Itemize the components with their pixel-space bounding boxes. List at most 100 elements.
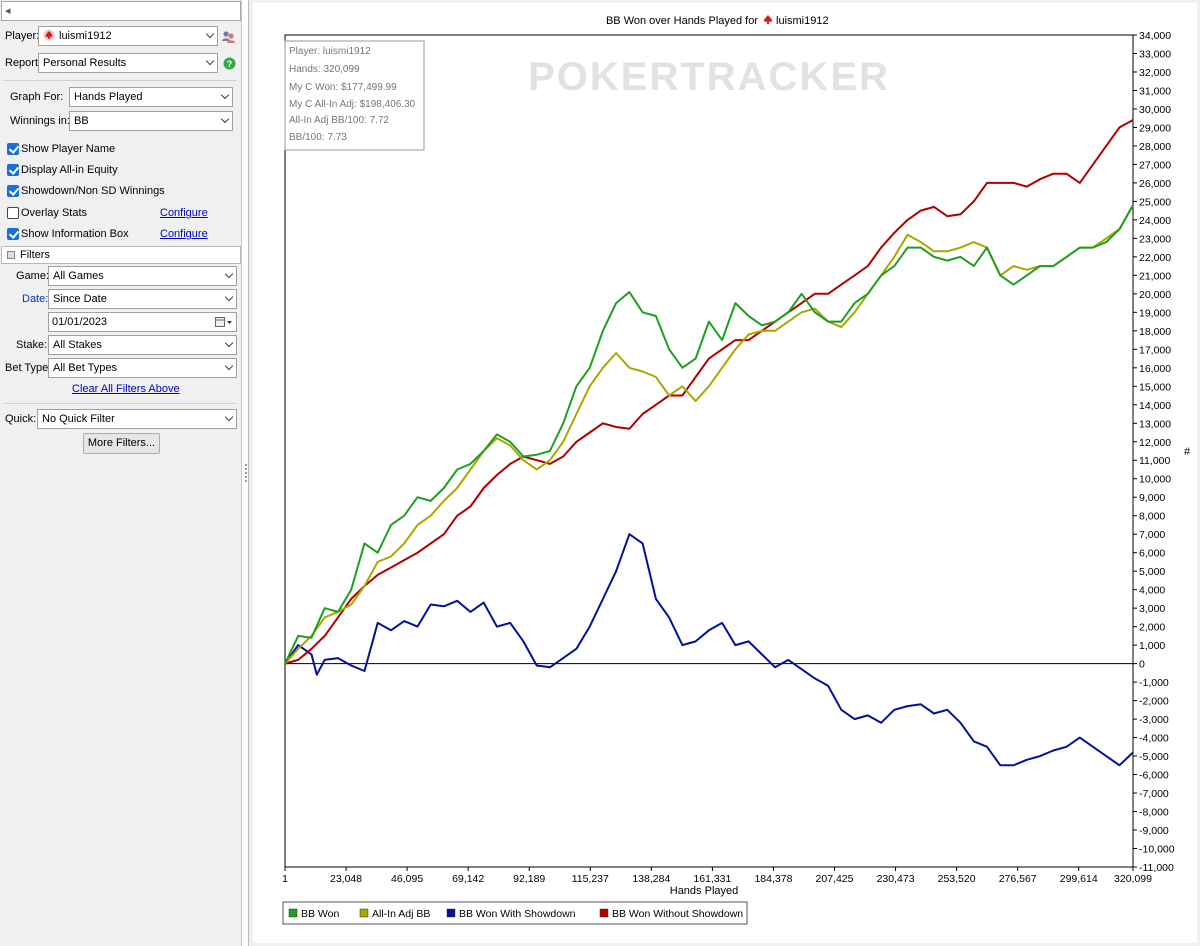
y-tick-label: 28,000 [1139, 141, 1171, 153]
series-line-bb-won [284, 204, 1134, 665]
x-tick-label: 23,048 [330, 873, 362, 885]
y-tick-label: -7,000 [1139, 788, 1169, 800]
bet-type-value: All Bet Types [53, 362, 117, 374]
player-select[interactable]: luismi1912 [38, 26, 218, 46]
y-tick-label: 11,000 [1139, 455, 1170, 467]
y-tick-label: 6,000 [1139, 548, 1165, 560]
information-box: Player: luismi1912 Hands: 320,099 My C W… [284, 40, 425, 151]
y-tick-label: -9,000 [1139, 825, 1169, 837]
y-tick-label: 31,000 [1139, 85, 1171, 97]
report-select[interactable]: Personal Results [38, 53, 218, 73]
x-axis: 1 23,048 46,095 69,142 92,189 115,237 138,284 1… [282, 867, 1152, 885]
stake-select[interactable]: All Stakes [48, 335, 237, 355]
y-tick-label: 8,000 [1139, 511, 1165, 523]
top-search-input[interactable]: ◂ [1, 1, 241, 21]
chart-area [253, 3, 1197, 943]
y-tick-label: 10,000 [1139, 474, 1171, 486]
more-filters-button[interactable]: More Filters... [83, 433, 160, 454]
settings-panel: ◂ Player: luismi1912 Report: Personal Re… [0, 0, 242, 946]
y-tick-label: 18,000 [1139, 326, 1171, 338]
y-tick-label: -5,000 [1139, 751, 1169, 763]
y-tick-label: -10,000 [1139, 844, 1175, 856]
chart-panel: BB Won over Hands Played for luismi1912 … [248, 0, 1200, 946]
y-tick-label: 0 [1139, 659, 1145, 671]
showdown-winnings-checkbox[interactable] [7, 185, 19, 197]
spade-icon [764, 15, 773, 24]
configure-overlay-link[interactable]: Configure [160, 207, 208, 219]
bet-type-label: Bet Type: [5, 362, 52, 374]
stake-label: Stake: [16, 339, 48, 351]
chevron-down-icon [224, 269, 234, 279]
series-line-bb-won-with-showdown [284, 533, 1134, 767]
x-tick-label: 299,614 [1060, 873, 1098, 885]
date-select[interactable]: Since Date [48, 289, 237, 309]
legend-label: BB Won Without Showdown [612, 908, 743, 920]
chevron-down-icon [224, 292, 234, 302]
winnings-in-select[interactable]: BB [69, 111, 233, 131]
filters-header[interactable]: Filters [1, 246, 241, 264]
show-information-box-checkbox[interactable] [7, 228, 19, 240]
series-layer [284, 119, 1134, 767]
chevron-down-icon [224, 338, 234, 348]
legend-swatch [288, 908, 298, 918]
info-allin-adj: My C All-In Adj: $198,406.30 [289, 99, 416, 110]
showdown-winnings-label: Showdown/Non SD Winnings [21, 185, 165, 197]
game-select[interactable]: All Games [48, 266, 237, 286]
info-bb100: BB/100: 7.73 [289, 132, 347, 143]
bet-type-select[interactable]: All Bet Types [48, 358, 237, 378]
y-tick-label: 26,000 [1139, 178, 1171, 190]
chevron-down-icon [224, 361, 234, 371]
y-tick-label: -1,000 [1139, 677, 1169, 689]
y-tick-label: 25,000 [1139, 196, 1171, 208]
show-player-name-checkbox[interactable] [7, 143, 19, 155]
player-label: Player: [5, 30, 40, 42]
show-information-box-label: Show Information Box [21, 228, 129, 240]
x-tick-label: 138,284 [632, 873, 670, 885]
info-player: Player: luismi1912 [289, 46, 371, 57]
display-allin-equity-checkbox[interactable] [7, 164, 19, 176]
y-tick-label: 4,000 [1139, 585, 1165, 597]
game-label: Game: [16, 270, 50, 282]
graph-for-select[interactable]: Hands Played [69, 87, 233, 107]
configure-infobox-link[interactable]: Configure [160, 228, 208, 240]
overlay-stats-checkbox[interactable] [7, 207, 19, 219]
y-tick-label: 17,000 [1139, 344, 1171, 356]
legend-swatch [599, 908, 609, 918]
quick-filter-value: No Quick Filter [42, 413, 115, 425]
since-date-input[interactable]: 01/01/2023 [48, 312, 237, 332]
info-hands: Hands: 320,099 [289, 64, 360, 75]
date-label[interactable]: Date: [22, 293, 49, 305]
y-tick-label: 15,000 [1139, 381, 1171, 393]
report-label: Report: [5, 57, 42, 69]
divider [3, 403, 237, 404]
quick-label: Quick: [5, 413, 37, 425]
svg-text:?: ? [227, 59, 233, 69]
stake-value: All Stakes [53, 339, 102, 351]
x-tick-label: 207,425 [816, 873, 854, 885]
y-tick-label: -11,000 [1139, 862, 1174, 874]
y-tick-label: 5,000 [1139, 566, 1165, 578]
x-tick-label: 184,378 [754, 873, 792, 885]
game-value: All Games [53, 270, 104, 282]
y-tick-label: 3,000 [1139, 603, 1165, 615]
quick-filter-select[interactable]: No Quick Filter [37, 409, 237, 429]
series-line-bb-won-without-showdown [284, 119, 1134, 665]
users-icon[interactable] [221, 29, 236, 44]
chevron-down-icon [220, 114, 230, 124]
filters-title: Filters [20, 249, 50, 261]
help-icon[interactable]: ? [223, 57, 236, 70]
legend: BB Won All-In Adj BB BB Won With Showdown B… [282, 901, 748, 925]
title-spade-icon [764, 15, 773, 24]
info-allin-bb100: All-In Adj BB/100: 7.72 [289, 115, 390, 126]
chart-title-text: BB Won over Hands Played for [606, 15, 758, 27]
x-tick-label: 115,237 [572, 873, 609, 885]
y-axis: 34,000 33,000 32,000 31,000 30,000 29,000 28,0… [1133, 30, 1175, 874]
splitter-handle[interactable] [244, 462, 248, 484]
spade-icon [43, 29, 55, 41]
calendar-icon[interactable] [215, 316, 233, 328]
clear-filters-link[interactable]: Clear All Filters Above [72, 383, 180, 395]
chevron-down-icon [224, 412, 234, 422]
y-tick-label: -2,000 [1139, 696, 1169, 708]
y-tick-label: 9,000 [1139, 492, 1165, 504]
chart-title: BB Won over Hands Played for [606, 15, 758, 27]
